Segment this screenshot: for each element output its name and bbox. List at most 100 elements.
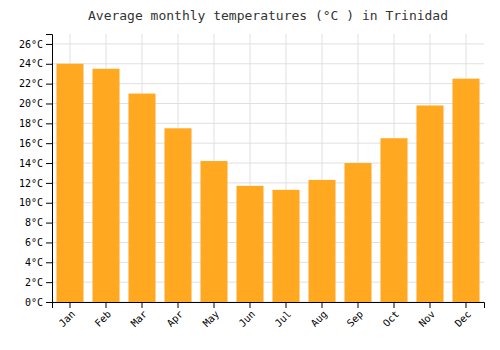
tick-label: 22°C	[19, 78, 43, 89]
tick-mark	[46, 143, 52, 144]
tick-label: Nov	[417, 308, 438, 329]
axis-line	[53, 303, 485, 309]
tick: Nov	[417, 302, 438, 329]
bar	[309, 180, 336, 302]
tick: Jun	[237, 302, 258, 329]
bar	[93, 69, 120, 302]
tick-label: 20°C	[19, 98, 43, 109]
tick-mark	[250, 302, 251, 308]
tick-mark	[214, 302, 215, 308]
tick-label: 6°C	[25, 237, 43, 248]
grid	[52, 34, 484, 302]
title: Average monthly temperatures (°C ) in Tr…	[88, 8, 448, 23]
tick-label: 0°C	[25, 297, 43, 308]
tick: 8°C	[25, 217, 52, 228]
tick: Dec	[453, 302, 474, 329]
bar	[453, 79, 480, 302]
tick-label: 12°C	[19, 178, 43, 189]
tick-mark	[46, 183, 52, 184]
tick-label: 8°C	[25, 217, 43, 228]
bar	[165, 128, 192, 302]
tick-mark	[46, 282, 52, 283]
tick-mark	[46, 223, 52, 224]
tick: 12°C	[19, 178, 52, 189]
tick-label: Jul	[273, 308, 294, 329]
tick: 20°C	[19, 98, 52, 109]
tick-mark	[46, 262, 52, 263]
tick: 0°C	[25, 297, 52, 308]
tick-mark	[466, 302, 467, 308]
tick: 18°C	[19, 118, 52, 129]
tick-label: 26°C	[19, 39, 43, 50]
tick-label: 24°C	[19, 58, 43, 69]
tick-label: 18°C	[19, 118, 43, 129]
bars	[57, 64, 480, 302]
tick: 6°C	[25, 237, 52, 248]
tick: Apr	[165, 302, 186, 329]
tick-label: 2°C	[25, 277, 43, 288]
bar	[129, 94, 156, 302]
tick: Oct	[381, 302, 402, 329]
axis-line	[46, 35, 53, 303]
tick-mark	[322, 302, 323, 308]
tick: Jul	[273, 302, 294, 329]
tick-label: 10°C	[19, 197, 43, 208]
tick-mark	[430, 302, 431, 308]
tick-mark	[394, 302, 395, 308]
tick-label: 4°C	[25, 257, 43, 268]
tick-label: Mar	[129, 308, 150, 329]
bar	[417, 105, 444, 302]
tick: 26°C	[19, 39, 52, 50]
tick: 24°C	[19, 58, 52, 69]
tick: Feb	[93, 302, 114, 329]
bar	[57, 64, 84, 302]
tick-mark	[46, 44, 52, 45]
tick-mark	[178, 302, 179, 308]
grid-line	[52, 63, 484, 64]
tick: 14°C	[19, 158, 52, 169]
grid-line	[52, 43, 484, 44]
tick-mark	[46, 84, 52, 85]
bar	[237, 186, 264, 302]
tick-label: Dec	[453, 308, 474, 329]
tick: 16°C	[19, 138, 52, 149]
chart: 0°C 2°C 4°C 6°C 8°C 10°C 12°C 14°C 16°C 18°C 20°C 2…	[0, 0, 500, 350]
tick-mark	[358, 302, 359, 308]
tick: 22°C	[19, 78, 52, 89]
y-axis: 0°C 2°C 4°C 6°C 8°C 10°C 12°C 14°C 16°C 18°C 20°C 2…	[19, 35, 53, 308]
tick-mark	[46, 242, 52, 243]
tick: 10°C	[19, 197, 52, 208]
tick-label: Aug	[309, 308, 330, 329]
tick-mark	[70, 302, 71, 308]
tick-label: 14°C	[19, 158, 43, 169]
tick-mark	[46, 163, 52, 164]
tick-mark	[46, 64, 52, 65]
tick: Jan	[57, 302, 78, 329]
tick: Sep	[345, 302, 366, 329]
bar	[381, 138, 408, 302]
tick: May	[201, 302, 222, 329]
tick-label: Oct	[381, 308, 402, 329]
tick-mark	[46, 123, 52, 124]
tick-label: Sep	[345, 308, 366, 329]
tick: Aug	[309, 302, 330, 329]
tick-label: Apr	[165, 308, 186, 329]
tick-mark	[286, 302, 287, 308]
tick-label: Jun	[237, 308, 258, 329]
tick: Mar	[129, 302, 150, 329]
tick: 4°C	[25, 257, 52, 268]
tick-label: 16°C	[19, 138, 43, 149]
plot: 0°C 2°C 4°C 6°C 8°C 10°C 12°C 14°C 16°C 18°C 20°C 2…	[19, 34, 485, 329]
bar	[345, 163, 372, 302]
tick-label: May	[201, 308, 222, 329]
tick-mark	[142, 302, 143, 308]
tick-label: Jan	[57, 308, 78, 329]
bar	[273, 190, 300, 302]
tick-mark	[46, 103, 52, 104]
tick: 2°C	[25, 277, 52, 288]
tick-mark	[46, 203, 52, 204]
bar	[201, 161, 228, 302]
tick-mark	[106, 302, 107, 308]
tick-label: Feb	[93, 308, 114, 329]
x-axis: Jan Feb Mar Apr May Jun Jul Aug Sep Oct Nov Dec	[53, 302, 485, 329]
